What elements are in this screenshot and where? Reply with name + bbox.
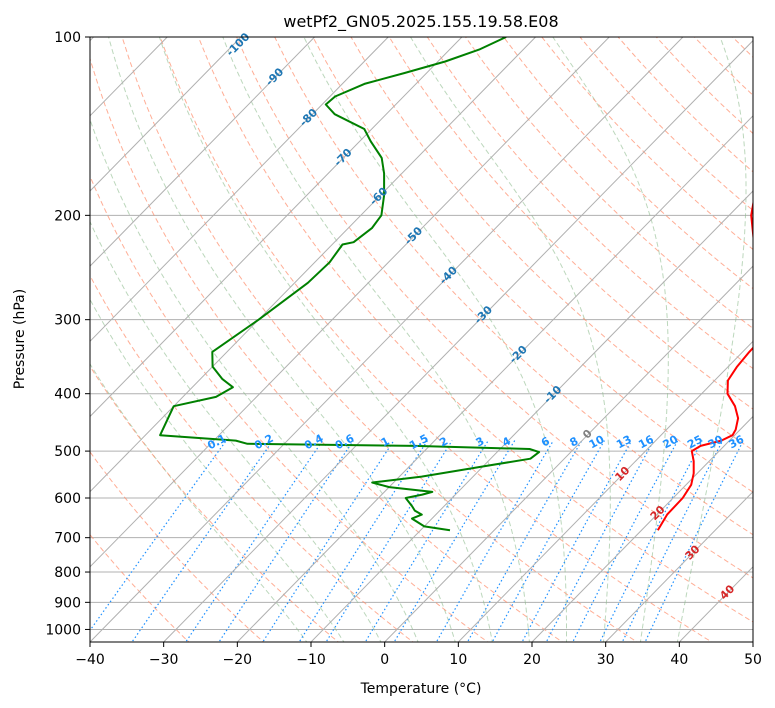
dry-adiabat xyxy=(503,37,753,290)
dry-adiabat xyxy=(90,56,564,642)
mixing-ratio-line xyxy=(521,440,633,642)
mixing-ratio-line xyxy=(435,440,554,642)
dry-adiabat xyxy=(274,37,753,536)
y-tick-label: 100 xyxy=(54,30,81,46)
mixing-ratio-label: 20 xyxy=(661,433,681,452)
skewed-isotherms xyxy=(90,37,753,642)
x-tick-label: 40 xyxy=(670,652,688,668)
isotherm-line xyxy=(90,37,315,267)
mixing-ratio-label: 10 xyxy=(587,433,607,452)
mixing-ratio-line xyxy=(572,440,679,642)
dry-adiabat xyxy=(159,37,713,642)
x-axis-label: Temperature (°C) xyxy=(360,681,482,697)
x-tick-label: 0 xyxy=(380,652,389,668)
mixing-ratio-label: 36 xyxy=(727,433,747,452)
x-tick-label: −40 xyxy=(75,652,105,668)
y-axis: 100 200 300 400 500 600 700 800 900 1000 xyxy=(45,30,90,638)
x-tick-label: −20 xyxy=(223,652,253,668)
y-tick-label: 800 xyxy=(54,565,81,581)
mixing-ratio-label: 25 xyxy=(685,433,705,452)
dry-adiabat xyxy=(90,533,190,642)
y-tick-label: 700 xyxy=(54,531,81,547)
mixing-ratio-label: 16 xyxy=(636,433,656,452)
dry-adiabat xyxy=(312,37,753,493)
dry-adiabat xyxy=(426,37,753,370)
temperature-trace xyxy=(656,199,753,531)
y-tick-label: 1000 xyxy=(45,622,81,638)
isotherm-line xyxy=(163,39,753,642)
mixing-ratio-line xyxy=(364,440,489,642)
isotherm-line xyxy=(90,37,610,568)
isotherm-line xyxy=(236,115,753,642)
dry-adiabat xyxy=(90,365,340,642)
y-tick-label: 600 xyxy=(54,491,81,507)
moist-adiabat xyxy=(552,37,669,642)
isotherm-line xyxy=(90,37,536,493)
isotherm-line xyxy=(531,415,753,642)
x-tick-label: 10 xyxy=(449,652,467,668)
mixing-ratio-line xyxy=(185,440,324,642)
mixing-ratio-label: 13 xyxy=(614,433,634,452)
dry-adiabat xyxy=(350,37,753,451)
moist-adiabat xyxy=(158,37,493,642)
dry-adiabats xyxy=(90,37,753,642)
y-axis-label: Pressure (hPa) xyxy=(12,289,28,389)
dry-adiabat xyxy=(236,37,753,579)
y-tick-label: 900 xyxy=(54,595,81,611)
dewpoint-trace xyxy=(159,37,541,532)
isotherm-line xyxy=(457,340,753,642)
moist-adiabat xyxy=(410,37,611,642)
isotherm-line xyxy=(90,37,463,418)
x-tick-label: 30 xyxy=(597,652,615,668)
mixing-ratio-line xyxy=(90,440,227,632)
moist-adiabat xyxy=(90,298,345,642)
moist-adiabat xyxy=(90,117,419,642)
y-tick-label: 500 xyxy=(54,444,81,460)
plot-area xyxy=(90,37,753,642)
chart-title: wetPf2_GN05.2025.155.19.58.E08 xyxy=(283,12,558,32)
dry-adiabat xyxy=(90,274,414,642)
mixing-ratio-line xyxy=(131,440,274,642)
isotherm-line xyxy=(605,490,753,642)
mixing-ratio-line xyxy=(545,440,655,642)
mixing-ratio-line xyxy=(325,440,453,642)
x-tick-label: 20 xyxy=(523,652,541,668)
mixing-ratio-label: 30 xyxy=(706,433,726,452)
isotherm-line xyxy=(310,190,753,642)
y-tick-label: 200 xyxy=(54,208,81,224)
moist-adiabat xyxy=(303,37,567,642)
x-tick-label: 50 xyxy=(744,652,762,668)
y-tick-label: 400 xyxy=(54,387,81,403)
moist-adiabat xyxy=(90,363,308,642)
isotherm-line xyxy=(90,37,684,642)
dry-adiabat xyxy=(197,37,753,623)
isotherm-line xyxy=(384,265,753,642)
moist-adiabat xyxy=(90,220,382,642)
isotherm-line xyxy=(90,37,242,192)
sounding-traces xyxy=(159,37,753,532)
plot-frame xyxy=(89,36,754,643)
x-tick-label: −30 xyxy=(149,652,179,668)
y-tick-label: 300 xyxy=(54,313,81,329)
x-tick-label: −10 xyxy=(296,652,326,668)
isotherm-line xyxy=(90,37,389,343)
mixing-ratio-line xyxy=(218,440,354,642)
mixing-ratio-line xyxy=(262,440,395,642)
dry-adiabat xyxy=(121,37,638,642)
x-axis: −40 −30 −20 −10 0 10 20 30 40 50 xyxy=(75,642,762,668)
moist-adiabat xyxy=(676,37,747,642)
dry-adiabat xyxy=(90,175,489,642)
